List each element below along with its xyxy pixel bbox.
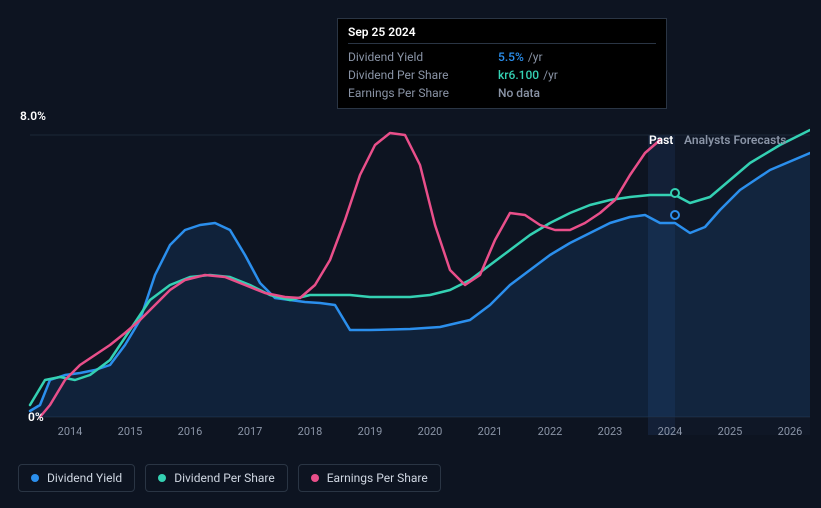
chart-container: 8.0% 0% 2014 2015 2016 2017 2018 2019 2020 2021 2… xyxy=(10,105,810,445)
x-axis-label: 2022 xyxy=(538,425,563,438)
tooltip-label: Dividend Per Share xyxy=(348,68,498,82)
tooltip-label: Dividend Yield xyxy=(348,50,498,64)
x-axis-label: 2026 xyxy=(778,425,803,438)
tooltip-row: Dividend Per Sharekr6.100/yr xyxy=(348,66,656,84)
tooltip-date: Sep 25 2024 xyxy=(348,25,656,44)
tooltip-unit: /yr xyxy=(528,50,543,64)
x-axis-label: 2024 xyxy=(658,425,683,438)
legend-dot-icon xyxy=(31,474,39,482)
legend-label: Dividend Yield xyxy=(47,471,122,485)
x-axis-label: 2025 xyxy=(718,425,743,438)
region-label: Past xyxy=(649,133,673,147)
x-axis-label: 2021 xyxy=(478,425,503,438)
y-axis-label: 8.0% xyxy=(20,109,46,123)
tooltip-row: Dividend Yield5.5% /yr xyxy=(348,48,656,66)
x-axis-label: 2018 xyxy=(298,425,323,438)
legend-dot-icon xyxy=(311,474,319,482)
x-axis-label: 2016 xyxy=(178,425,203,438)
legend-label: Earnings Per Share xyxy=(327,471,428,485)
legend-item[interactable]: Dividend Per Share xyxy=(145,464,288,492)
x-axis-label: 2015 xyxy=(118,425,143,438)
tooltip-row: Earnings Per ShareNo data xyxy=(348,84,656,102)
tooltip-value: kr6.100 xyxy=(498,68,539,82)
x-axis-label: 2014 xyxy=(58,425,83,438)
x-axis-label: 2020 xyxy=(418,425,443,438)
chart-legend: Dividend Yield Dividend Per Share Earnings… xyxy=(18,464,441,492)
tooltip-unit: /yr xyxy=(543,68,558,82)
x-axis-label: 2023 xyxy=(598,425,623,438)
region-label: Analysts Forecasts xyxy=(684,133,786,147)
tooltip-label: Earnings Per Share xyxy=(348,86,498,100)
legend-dot-icon xyxy=(158,474,166,482)
legend-item[interactable]: Dividend Yield xyxy=(18,464,135,492)
x-axis-label: 2017 xyxy=(238,425,263,438)
y-axis-label: 0% xyxy=(28,410,44,424)
x-axis-label: 2019 xyxy=(358,425,383,438)
line-chart[interactable] xyxy=(10,105,810,450)
chart-tooltip: Sep 25 2024 Dividend Yield5.5%/yrDividen… xyxy=(337,18,667,109)
tooltip-value: No data xyxy=(498,86,540,100)
legend-label: Dividend Per Share xyxy=(174,471,275,485)
tooltip-value: 5.5% xyxy=(498,50,524,64)
legend-item[interactable]: Earnings Per Share xyxy=(298,464,441,492)
